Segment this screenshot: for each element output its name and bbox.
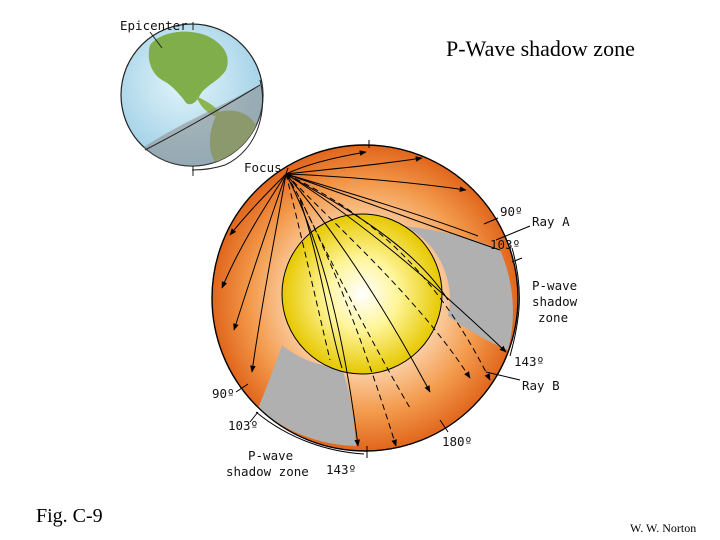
seismic-rays: [221, 150, 507, 447]
ray-path: [299, 199, 343, 369]
ray-path: [229, 173, 287, 236]
diagram-title: P-Wave shadow zone: [446, 36, 635, 61]
globe: [120, 22, 264, 176]
north-america-land: [148, 31, 228, 105]
ray-path: [233, 173, 287, 331]
shadow-zone-bottom: [258, 345, 356, 446]
angle-103-right-label: 103º: [490, 237, 520, 252]
angle-143-bottom-label: 143º: [326, 462, 356, 477]
shadow-zone-bracket-bottom: [255, 411, 365, 455]
angle-90-right-label: 90º: [500, 204, 523, 219]
ray-path: [285, 173, 479, 237]
seismic-rays-dashed: [285, 173, 491, 447]
ray-a-label: Ray A: [532, 214, 570, 229]
shadow-zone-bracket-right: [509, 247, 520, 357]
ray-path: [285, 173, 467, 192]
core: [281, 213, 443, 375]
ray-path-dashed: [285, 173, 331, 361]
ray-path: [250, 173, 287, 373]
ray-path: [285, 150, 367, 175]
shadow-zone-bottom-label-line1: P-wave: [248, 448, 293, 463]
ray-b-label: Ray B: [522, 378, 560, 393]
ray-path: [285, 173, 507, 353]
shadow-zone-right: [405, 226, 513, 350]
ray-path-dashed: [285, 173, 471, 379]
ray-path-dashed: [285, 173, 397, 447]
angle-103-left-label: 103º: [228, 418, 258, 433]
shadow-zone-right-label-line2: shadow: [532, 294, 578, 309]
credit-text: W. W. Norton: [630, 521, 697, 535]
shadow-zone-right-label-line1: P-wave: [532, 278, 577, 293]
angle-143-right-label: 143º: [514, 354, 544, 369]
ray-path: [285, 156, 423, 175]
focus-label: Focus: [244, 160, 282, 175]
ray-path-dashed: [285, 173, 491, 381]
ray-path: [285, 173, 431, 393]
ray-path: [285, 173, 449, 301]
angle-180-label: 180º: [442, 434, 472, 449]
figure-label: Fig. C-9: [36, 505, 103, 527]
epicenter-label: Epicenter: [120, 18, 188, 33]
shadow-zone-right-label-line3: zone: [538, 310, 568, 325]
shadow-zone-bottom-label-line2: shadow zone: [226, 464, 309, 479]
ray-path-dashed: [299, 197, 411, 409]
ray-path: [221, 173, 287, 289]
angle-90-left-label: 90º: [212, 386, 235, 401]
ray-path: [285, 173, 361, 447]
rim-ticks: [366, 140, 523, 458]
ray-path-ray-a: [285, 173, 501, 251]
